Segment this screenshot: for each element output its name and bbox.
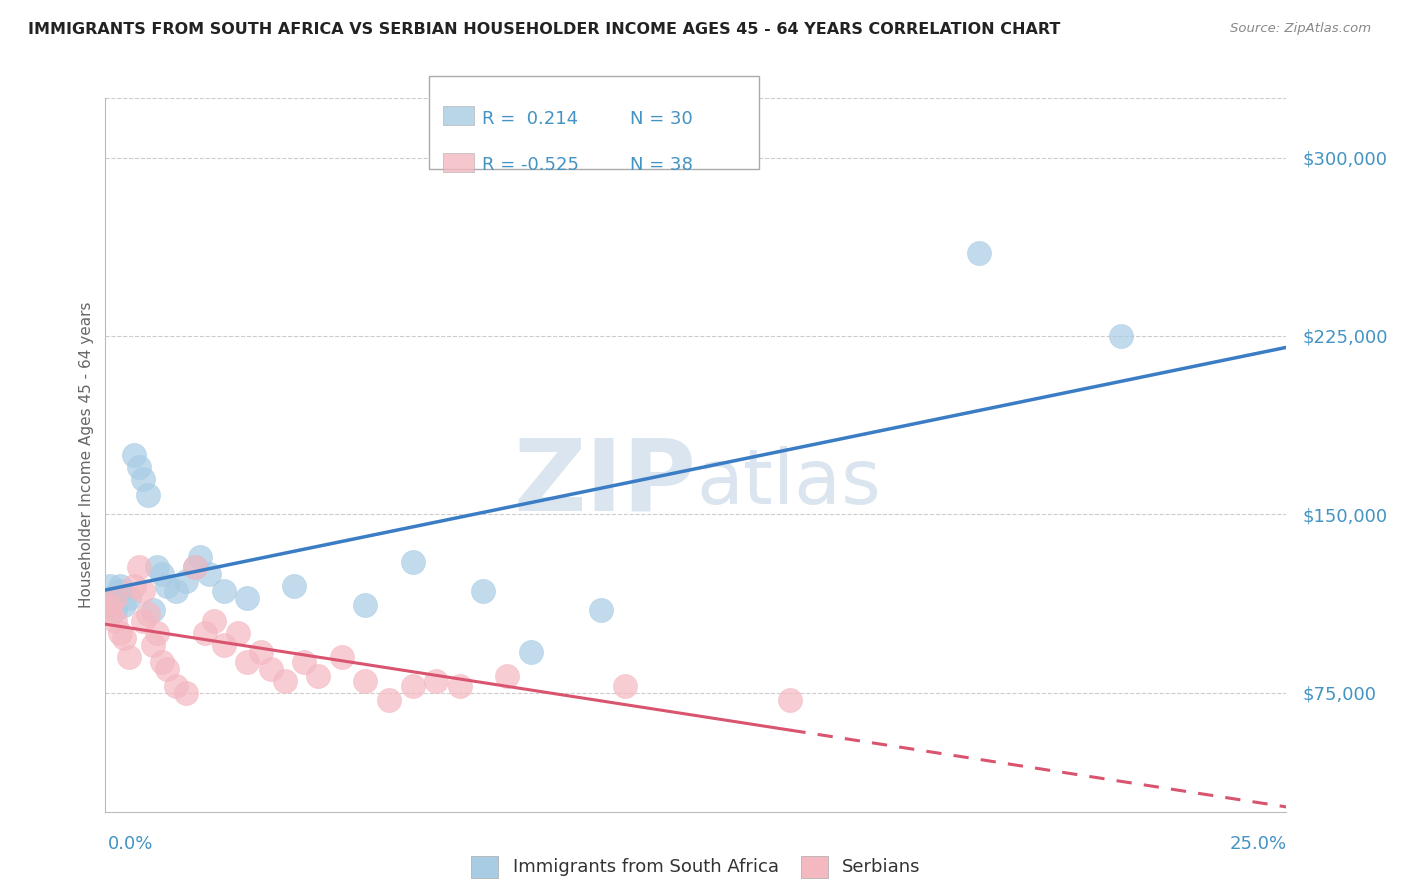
Point: [98, 591, 121, 605]
Point: [98, 579, 121, 593]
Point: [136, 607, 159, 622]
Text: 0.0%: 0.0%: [108, 835, 153, 853]
Point: [307, 669, 329, 683]
Text: N = 30: N = 30: [630, 110, 693, 128]
Text: atlas: atlas: [696, 447, 880, 520]
Point: [122, 579, 145, 593]
Point: [184, 559, 207, 574]
Text: R =  0.214: R = 0.214: [482, 110, 578, 128]
Point: [142, 602, 165, 616]
Point: [236, 655, 259, 669]
Point: [132, 615, 155, 629]
Point: [401, 555, 423, 569]
Y-axis label: Householder Income Ages 45 - 64 years: Householder Income Ages 45 - 64 years: [79, 301, 94, 608]
Point: [274, 673, 297, 688]
Point: [184, 559, 207, 574]
Point: [142, 638, 165, 652]
Point: [104, 602, 127, 616]
Point: [146, 559, 169, 574]
Point: [174, 574, 197, 588]
Point: [150, 655, 173, 669]
Point: [292, 655, 315, 669]
Point: [128, 459, 150, 474]
Text: N = 38: N = 38: [630, 156, 693, 174]
Point: [98, 607, 121, 622]
Point: [98, 598, 121, 612]
Point: [283, 579, 305, 593]
Point: [165, 583, 187, 598]
Point: [112, 631, 135, 645]
Text: R = -0.525: R = -0.525: [482, 156, 579, 174]
Point: [188, 550, 211, 565]
Point: [150, 566, 173, 581]
Point: [118, 650, 141, 665]
Point: [425, 673, 447, 688]
Point: [212, 638, 235, 652]
Point: [226, 626, 249, 640]
Point: [156, 579, 179, 593]
Point: [779, 693, 801, 707]
Point: [969, 245, 991, 260]
Point: [260, 662, 283, 676]
Point: [104, 615, 127, 629]
Point: [146, 626, 169, 640]
Point: [104, 591, 127, 605]
Point: [519, 645, 541, 659]
Point: [236, 591, 259, 605]
Point: [449, 679, 471, 693]
Point: [202, 615, 225, 629]
Point: [472, 583, 495, 598]
Point: [118, 591, 141, 605]
Point: [108, 579, 131, 593]
Point: [132, 583, 155, 598]
Point: [614, 679, 637, 693]
Point: [136, 488, 159, 502]
Point: [194, 626, 217, 640]
Text: ZIP: ZIP: [513, 435, 696, 532]
Text: IMMIGRANTS FROM SOUTH AFRICA VS SERBIAN HOUSEHOLDER INCOME AGES 45 - 64 YEARS CO: IMMIGRANTS FROM SOUTH AFRICA VS SERBIAN …: [28, 22, 1060, 37]
Point: [1109, 329, 1132, 343]
Point: [354, 598, 377, 612]
Point: [591, 602, 613, 616]
Point: [165, 679, 187, 693]
Point: [496, 669, 519, 683]
Legend: Immigrants from South Africa, Serbians: Immigrants from South Africa, Serbians: [464, 848, 928, 885]
Point: [112, 598, 135, 612]
Point: [128, 559, 150, 574]
Point: [250, 645, 273, 659]
Point: [122, 448, 145, 462]
Point: [378, 693, 401, 707]
Point: [330, 650, 353, 665]
Point: [212, 583, 235, 598]
Point: [156, 662, 179, 676]
Point: [198, 566, 221, 581]
Point: [132, 472, 155, 486]
Point: [354, 673, 377, 688]
Text: Source: ZipAtlas.com: Source: ZipAtlas.com: [1230, 22, 1371, 36]
Point: [401, 679, 423, 693]
Point: [108, 583, 131, 598]
Point: [174, 686, 197, 700]
Text: 25.0%: 25.0%: [1229, 835, 1286, 853]
Point: [108, 626, 131, 640]
